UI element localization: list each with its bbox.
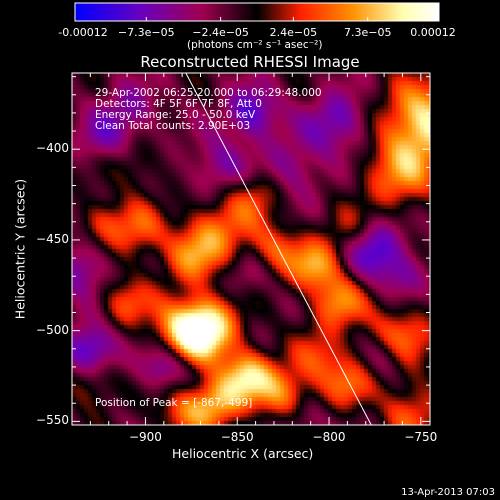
info-detectors: Detectors: 4F 5F 6F 7F 8F, Att 0 (95, 98, 262, 110)
x-tick-label: −900 (128, 430, 162, 444)
colorbar-tick-label: −2.4e−05 (192, 26, 249, 39)
colorbar-tick-label: 7.3e−05 (343, 26, 392, 39)
y-axis-title: Heliocentric Y (arcsec) (12, 178, 28, 320)
solar-limb-line (185, 72, 372, 426)
y-tick-label: −400 (36, 141, 69, 156)
x-tick-label: −800 (312, 430, 346, 444)
y-tick-label: −450 (36, 231, 69, 246)
footer-timestamp: 13-Apr-2013 07:03 (401, 487, 495, 498)
y-tick-label: −550 (36, 413, 69, 428)
colorbar-tick-label: 0.00012 (410, 26, 456, 39)
heatmap-image (72, 73, 430, 425)
colorbar-tick-label: -0.00012 (58, 26, 108, 39)
info-energy-range: Energy Range: 25.0 - 50.0 keV (95, 109, 256, 121)
info-total-counts: Clean Total counts: 2.90E+03 (95, 120, 251, 132)
x-axis-title: Heliocentric X (arcsec) (172, 446, 314, 461)
y-tick-label: −500 (36, 322, 69, 337)
colorbar-frame (74, 2, 440, 22)
peak-position-label: Position of Peak = [-867,-499] (95, 397, 253, 409)
chart-title: Reconstructed RHESSI Image (140, 53, 360, 71)
colorbar-tick-label: −7.3e−05 (117, 26, 175, 39)
colorbar-tick-label: 2.4e−05 (269, 26, 318, 39)
colorbar (75, 3, 439, 21)
plot-border (71, 72, 431, 426)
colorbar-axis (74, 2, 440, 22)
colorbar-unit-label: (photons cm⁻² s⁻¹ asec⁻²) (187, 39, 323, 51)
x-tick-label: −850 (220, 430, 254, 444)
info-time-range: 29-Apr-2002 06:25:20.000 to 06:29:48.000 (95, 87, 322, 99)
x-tick-label: −750 (404, 430, 438, 444)
